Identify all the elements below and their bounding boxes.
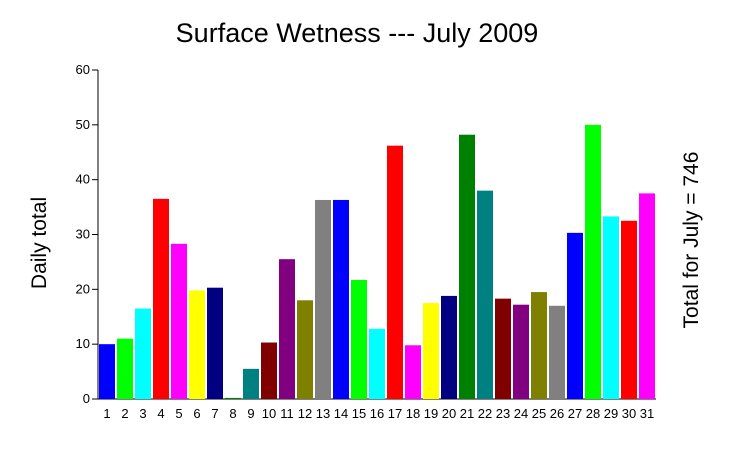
x-tick-label: 10 bbox=[262, 406, 276, 421]
bar bbox=[297, 300, 313, 399]
y-tick-label: 30 bbox=[76, 227, 90, 242]
bars bbox=[99, 124, 655, 399]
y-axis-label: Daily total bbox=[28, 197, 51, 289]
x-tick-label: 21 bbox=[460, 406, 474, 421]
x-tick-label: 30 bbox=[622, 406, 636, 421]
x-tick-label: 16 bbox=[370, 406, 384, 421]
x-tick-label: 28 bbox=[586, 406, 600, 421]
x-tick-label: 12 bbox=[298, 406, 312, 421]
bar bbox=[603, 216, 619, 399]
bar bbox=[513, 304, 529, 399]
x-tick-label: 8 bbox=[229, 406, 236, 421]
x-tick-label: 19 bbox=[424, 406, 438, 421]
x-tick-label: 26 bbox=[550, 406, 564, 421]
bar bbox=[243, 368, 259, 399]
bar bbox=[279, 259, 295, 399]
bar bbox=[639, 193, 655, 399]
x-tick-label: 1 bbox=[103, 406, 110, 421]
bar bbox=[171, 243, 187, 399]
x-tick-label: 7 bbox=[211, 406, 218, 421]
x-tick-label: 4 bbox=[157, 406, 164, 421]
x-tick-label: 3 bbox=[139, 406, 146, 421]
bar bbox=[405, 345, 421, 399]
bar bbox=[441, 295, 457, 399]
bar bbox=[459, 134, 475, 399]
bar bbox=[333, 199, 349, 399]
y-tick-label: 60 bbox=[76, 62, 90, 77]
bar bbox=[387, 145, 403, 399]
x-tick-label: 22 bbox=[478, 406, 492, 421]
bar bbox=[117, 338, 133, 399]
x-tick-label: 14 bbox=[334, 406, 348, 421]
y-tick-label: 50 bbox=[76, 117, 90, 132]
bar bbox=[423, 303, 439, 399]
bar bbox=[99, 344, 115, 399]
x-tick-label: 23 bbox=[496, 406, 510, 421]
x-tick-label: 27 bbox=[568, 406, 582, 421]
x-tick-label: 18 bbox=[406, 406, 420, 421]
x-tick-label: 6 bbox=[193, 406, 200, 421]
bar bbox=[549, 305, 565, 399]
x-tick-label: 29 bbox=[604, 406, 618, 421]
bar bbox=[351, 280, 367, 399]
bar bbox=[315, 199, 331, 399]
bar bbox=[477, 190, 493, 399]
x-tick-label: 25 bbox=[532, 406, 546, 421]
bar bbox=[585, 124, 601, 399]
x-tick-label: 15 bbox=[352, 406, 366, 421]
bar bbox=[225, 397, 241, 399]
x-tick-label: 9 bbox=[247, 406, 254, 421]
bar bbox=[369, 328, 385, 399]
x-tick-label: 5 bbox=[175, 406, 182, 421]
y-tick-label: 10 bbox=[76, 336, 90, 351]
x-tick-label: 17 bbox=[388, 406, 402, 421]
x-tick-label: 20 bbox=[442, 406, 456, 421]
bar bbox=[531, 292, 547, 399]
bar bbox=[495, 298, 511, 399]
x-tick-label: 11 bbox=[280, 406, 294, 421]
bar bbox=[261, 342, 277, 399]
chart-title: Surface Wetness --- July 2009 bbox=[176, 18, 539, 48]
total-label: Total for July = 746 bbox=[680, 152, 703, 329]
y-tick-label: 0 bbox=[83, 391, 90, 406]
bar bbox=[621, 220, 637, 399]
y-tick-label: 20 bbox=[76, 281, 90, 296]
x-tick-label: 13 bbox=[316, 406, 330, 421]
y-tick-label: 40 bbox=[76, 172, 90, 187]
bar bbox=[207, 287, 223, 399]
bar bbox=[135, 308, 151, 399]
bar bbox=[189, 290, 205, 399]
bar bbox=[153, 198, 169, 399]
bar bbox=[567, 232, 583, 399]
x-tick-label: 24 bbox=[514, 406, 528, 421]
x-tick-label: 31 bbox=[640, 406, 654, 421]
x-tick-label: 2 bbox=[121, 406, 128, 421]
